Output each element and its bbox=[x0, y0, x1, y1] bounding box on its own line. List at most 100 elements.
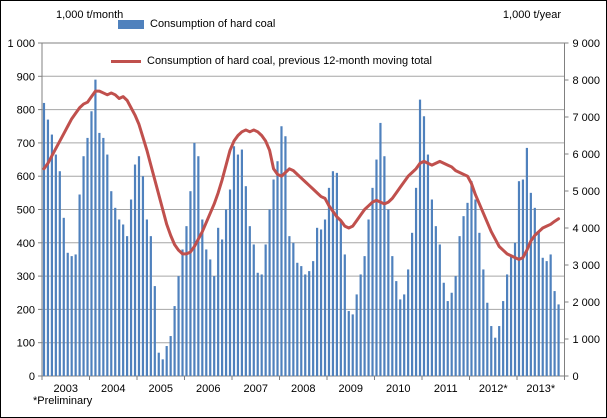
legend-item-bars: Consumption of hard coal bbox=[118, 18, 275, 30]
bar-month bbox=[414, 187, 418, 376]
bar-month bbox=[122, 224, 125, 376]
left-axis-tick-label: 100 bbox=[17, 338, 35, 350]
bar-month bbox=[288, 236, 291, 376]
bar-month bbox=[248, 226, 251, 376]
right-axis-tick-label: 0 bbox=[573, 371, 579, 383]
bar-month bbox=[521, 179, 525, 376]
bar-month bbox=[331, 171, 335, 376]
bar-month bbox=[506, 274, 509, 376]
bar-month bbox=[462, 216, 465, 376]
bar-month bbox=[339, 219, 342, 376]
bar-month bbox=[205, 249, 208, 376]
bar-month bbox=[268, 209, 271, 376]
bar-month bbox=[482, 269, 485, 376]
left-axis-tick-label: 0 bbox=[29, 371, 35, 383]
preliminary-footnote: *Preliminary bbox=[33, 395, 93, 407]
bar-month bbox=[438, 244, 441, 376]
bar-month bbox=[498, 326, 501, 376]
bar-month bbox=[300, 266, 303, 376]
bar-month bbox=[70, 256, 73, 376]
bar-month bbox=[470, 181, 473, 376]
bar-month bbox=[228, 189, 232, 376]
bar-month bbox=[217, 227, 220, 376]
right-axis-tick-label: 8 000 bbox=[573, 75, 601, 87]
right-axis-tick-label: 7 000 bbox=[573, 112, 601, 124]
bar-month bbox=[327, 187, 331, 376]
bar-month bbox=[391, 256, 394, 376]
bar-month bbox=[260, 274, 263, 376]
legend-line-label: Consumption of hard coal, previous 12-mo… bbox=[147, 55, 432, 67]
bar-month bbox=[110, 191, 113, 376]
bar-month bbox=[399, 299, 402, 376]
bar-month bbox=[513, 242, 517, 376]
x-axis-year-label: 2006 bbox=[196, 383, 220, 395]
bar-month bbox=[292, 242, 295, 376]
bar-month bbox=[486, 302, 489, 376]
bar-month bbox=[308, 271, 311, 376]
bar-month bbox=[323, 219, 327, 376]
bar-month bbox=[446, 301, 449, 376]
x-axis-year-label: 2009 bbox=[339, 383, 363, 395]
bar-month bbox=[209, 259, 212, 376]
bar-month bbox=[466, 202, 469, 376]
bar-month bbox=[502, 301, 505, 376]
bar-month bbox=[173, 306, 176, 376]
right-axis-tick-label: 5 000 bbox=[573, 186, 601, 198]
bar-month bbox=[541, 257, 544, 376]
bar-month bbox=[58, 171, 61, 376]
bar-month bbox=[90, 111, 93, 376]
bar-month bbox=[549, 254, 552, 376]
bar-month bbox=[74, 254, 77, 376]
bar-month bbox=[355, 294, 358, 376]
bar-month bbox=[442, 282, 445, 376]
left-axis-tick-label: 200 bbox=[17, 304, 35, 316]
bar-month bbox=[221, 239, 224, 376]
bar-month bbox=[304, 274, 307, 376]
bar-month bbox=[133, 164, 137, 376]
line-series-swatch-icon bbox=[111, 59, 141, 63]
bar-month bbox=[149, 236, 152, 376]
bar-month bbox=[407, 269, 410, 376]
bar-month bbox=[153, 286, 156, 376]
legend-bar-label: Consumption of hard coal bbox=[150, 18, 276, 30]
bar-month bbox=[478, 232, 481, 376]
bar-month bbox=[181, 249, 184, 376]
moving-total-line bbox=[42, 89, 561, 261]
bar-month bbox=[335, 172, 338, 376]
left-axis-tick-label: 1 000 bbox=[7, 38, 35, 50]
bar-month bbox=[418, 99, 422, 377]
left-axis-tick-label: 600 bbox=[17, 171, 35, 183]
bar-month bbox=[426, 154, 430, 376]
bar-month bbox=[145, 219, 148, 376]
bar-month bbox=[545, 261, 548, 376]
x-axis-year-label: 2004 bbox=[101, 383, 125, 395]
bar-month bbox=[411, 232, 414, 376]
bar-month bbox=[537, 231, 540, 376]
bar-month bbox=[494, 337, 497, 376]
bar-month bbox=[490, 326, 493, 376]
bar-month bbox=[319, 229, 323, 376]
bar-series-swatch-icon bbox=[118, 19, 144, 29]
bar-month bbox=[185, 226, 188, 376]
right-axis-tick-label: 2 000 bbox=[573, 297, 601, 309]
bar-month bbox=[256, 272, 259, 376]
legend-item-line: Consumption of hard coal, previous 12-mo… bbox=[111, 54, 436, 68]
bar-month bbox=[66, 252, 69, 376]
bar-month bbox=[347, 311, 350, 376]
bar-month bbox=[240, 149, 243, 376]
bar-series bbox=[42, 79, 560, 377]
bar-month bbox=[280, 126, 283, 376]
bar-month bbox=[50, 134, 53, 376]
x-axis-year-label: 2008 bbox=[291, 383, 315, 395]
left-axis-tick-label: 800 bbox=[17, 105, 35, 117]
right-axis-tick-label: 9 000 bbox=[573, 38, 601, 50]
bar-month bbox=[264, 244, 267, 376]
x-axis-year-label: 2010 bbox=[386, 383, 410, 395]
bar-month bbox=[114, 207, 117, 376]
bar-month bbox=[236, 154, 240, 376]
left-axis-tick-label: 300 bbox=[17, 271, 35, 283]
bar-month bbox=[343, 254, 346, 376]
bar-month bbox=[165, 346, 168, 376]
bar-month bbox=[42, 102, 46, 376]
